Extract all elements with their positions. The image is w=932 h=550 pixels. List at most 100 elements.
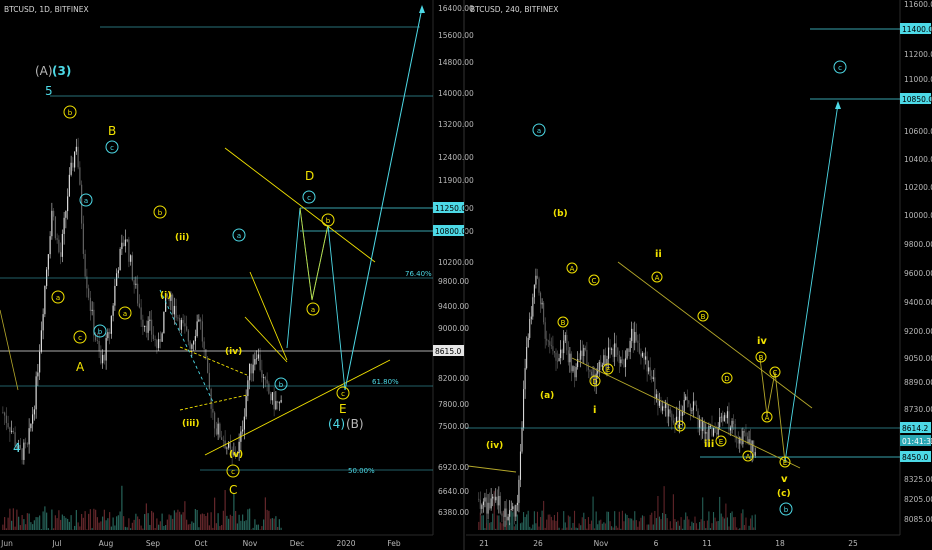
candle-body	[660, 400, 662, 411]
candle-body	[743, 430, 745, 433]
volume-bar	[263, 519, 265, 530]
volume-bar	[166, 519, 168, 530]
volume-bar	[658, 516, 661, 530]
candle-body	[685, 396, 687, 400]
volume-bar	[116, 516, 118, 530]
candle-body	[58, 239, 60, 253]
volume-bar	[607, 511, 610, 530]
candle-body	[84, 253, 86, 277]
candle-body	[532, 297, 534, 317]
y-tick-label: 9200.00	[904, 327, 932, 336]
volume-bar	[570, 527, 572, 530]
volume-bar	[156, 518, 158, 530]
candle-body	[18, 444, 20, 450]
candle-body	[629, 340, 631, 352]
y-tick-label: 9800.00	[438, 277, 469, 286]
candle-body	[637, 340, 639, 343]
wave-circle	[306, 302, 320, 316]
volume-bar	[750, 518, 752, 530]
right-axis: 11600.0011400.0011200.0011000.0010850.01…	[479, 0, 932, 548]
candle-body	[82, 223, 84, 254]
candle-body	[507, 516, 509, 521]
price-tag-label: 10800.0	[435, 227, 466, 236]
volume-bar	[706, 520, 708, 530]
wave-label-c-paren: (c)	[777, 489, 791, 499]
candle-body	[498, 495, 500, 506]
candle-body	[631, 328, 633, 341]
volume-bar	[631, 518, 633, 530]
volume-bar	[628, 518, 630, 530]
candle-body	[580, 350, 582, 360]
volume-bar	[660, 519, 662, 530]
volume-bar	[501, 523, 503, 530]
candle-body	[12, 430, 14, 433]
wave-circle-label: c	[341, 390, 345, 398]
candle-body	[217, 423, 219, 435]
x-tick-label: 18	[775, 539, 785, 548]
volume-bar	[77, 522, 79, 530]
volume-bar	[102, 516, 104, 530]
candle-body	[163, 311, 165, 334]
candle-body	[9, 427, 11, 432]
volume-bar	[652, 524, 654, 530]
price-tag	[433, 225, 464, 236]
candle-body	[198, 319, 200, 322]
candle-body	[683, 399, 685, 412]
volume-bar	[215, 523, 217, 530]
volume-bar	[675, 521, 678, 530]
candle-body	[538, 278, 540, 293]
candle-body	[14, 432, 16, 446]
wave-circle	[73, 330, 87, 344]
candle-body	[649, 367, 651, 377]
y-tick-label: 11600.00	[904, 0, 932, 9]
candle-body	[722, 416, 724, 422]
volume-bar	[640, 517, 642, 530]
candle-body	[123, 242, 125, 247]
candle-body	[26, 443, 28, 445]
candle-body	[589, 369, 591, 372]
volume-bar	[541, 510, 543, 530]
candle-body	[247, 380, 249, 397]
candle-body	[194, 336, 196, 342]
x-tick-label: Nov	[594, 539, 609, 548]
volume-bar	[550, 516, 552, 530]
wave-circle-label: C	[592, 277, 597, 285]
candle-body	[651, 376, 653, 379]
y-tick-label: 9000.00	[438, 324, 469, 333]
candle-body	[172, 294, 174, 315]
y-tick-label: 8085.00	[904, 515, 932, 524]
candle-body	[252, 364, 254, 374]
volume-bar	[107, 518, 109, 530]
wave-circle-label: C	[773, 369, 778, 377]
wave-circle	[721, 372, 733, 384]
candle-body	[750, 439, 752, 453]
volume-bar	[28, 513, 30, 530]
candle-body	[277, 401, 279, 404]
volume-bar	[26, 513, 28, 530]
candle-body	[555, 352, 557, 361]
candle-body	[226, 447, 228, 449]
wave-label-iv-small: iv	[757, 336, 767, 347]
volume-bar	[159, 521, 161, 530]
candle-body	[751, 440, 753, 453]
volume-bar	[691, 521, 693, 530]
volume-bar	[700, 519, 702, 530]
candle-body	[578, 359, 580, 360]
candle-body	[601, 364, 603, 367]
fib-label-618: 61.80%	[372, 378, 399, 386]
volume-bar	[739, 528, 741, 530]
volume-bar	[629, 518, 631, 530]
countdown-tag	[900, 435, 931, 446]
candle-body	[720, 416, 722, 418]
candle-body	[512, 506, 514, 510]
candle-body	[19, 444, 21, 449]
candle-body	[214, 412, 216, 429]
candle-body	[543, 302, 545, 323]
candle-body	[626, 348, 628, 359]
volume-bar	[672, 494, 674, 530]
candle-body	[536, 275, 539, 279]
volume-bar	[655, 518, 657, 530]
price-tag-label: 8614.2	[902, 424, 928, 433]
candle-body	[177, 317, 179, 319]
volume-bar	[510, 510, 512, 530]
